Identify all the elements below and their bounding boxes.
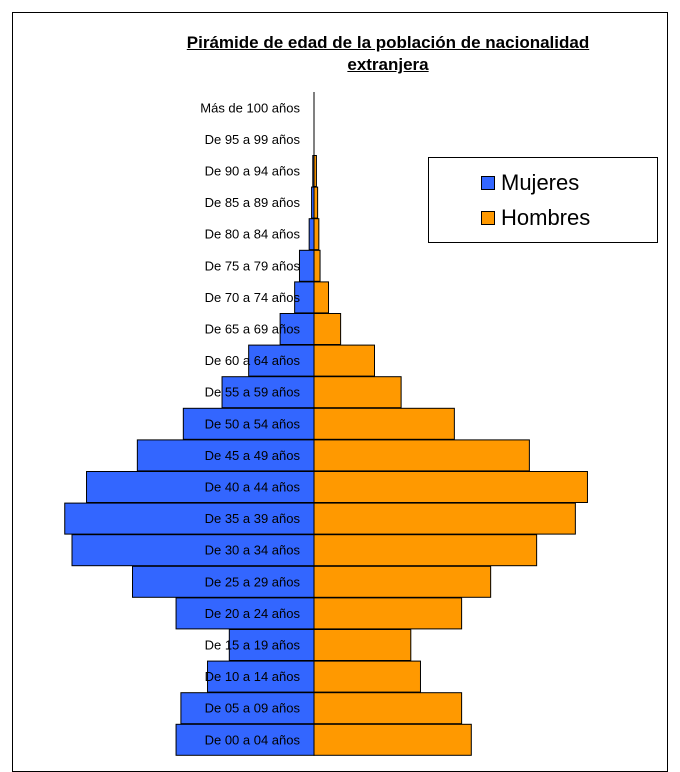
category-label-de-60-a-64-a-os: De 60 a 64 años — [205, 353, 301, 368]
legend-swatch-hombres — [481, 211, 495, 225]
category-label-de-90-a-94-a-os: De 90 a 94 años — [205, 164, 301, 179]
bar-hombres-de-75-a-79-a-os — [313, 249, 321, 282]
bar-mujeres-de-05-a-09-a-os — [180, 692, 315, 725]
category-label-de-15-a-19-a-os: De 15 a 19 años — [205, 638, 301, 653]
bar-hombres-de-35-a-39-a-os — [313, 502, 576, 535]
bar-hombres-de-05-a-09-a-os — [313, 692, 463, 725]
bar-mujeres-de-75-a-79-a-os — [298, 249, 315, 282]
bar-mujeres-de-35-a-39-a-os — [64, 502, 315, 535]
bar-hombres-de-45-a-49-a-os — [313, 439, 530, 472]
bar-hombres-de-85-a-89-a-os — [313, 186, 319, 219]
category-label-de-65-a-69-a-os: De 65 a 69 años — [205, 322, 301, 337]
bar-hombres-de-15-a-19-a-os — [313, 629, 412, 661]
category-label-de-10-a-14-a-os: De 10 a 14 años — [205, 669, 301, 684]
bar-hombres-de-20-a-24-a-os — [313, 597, 463, 630]
chart-title-line-1: Pirámide de edad de la población de naci… — [186, 33, 590, 52]
bar-mujeres-de-65-a-69-a-os — [279, 313, 315, 345]
bar-hombres-de-60-a-64-a-os — [313, 344, 375, 377]
bars — [64, 155, 588, 756]
category-label-de-45-a-49-a-os: De 45 a 49 años — [205, 448, 301, 463]
bar-hombres-de-55-a-59-a-os — [313, 376, 402, 409]
pyramid-chart: Más de 100 años De 95 a 99 años De 90 a 94… — [64, 92, 588, 756]
category-labels: Más de 100 años De 95 a 99 años De 90 a 94… — [200, 100, 300, 747]
category-label-de-30-a-34-a-os: De 30 a 34 años — [205, 543, 301, 558]
legend-label-mujeres: Mujeres — [501, 170, 580, 195]
bar-mujeres-de-60-a-64-a-os — [248, 344, 315, 377]
bar-hombres-de-50-a-54-a-os — [313, 407, 455, 440]
category-label-de-40-a-44-a-os: De 40 a 44 años — [205, 480, 301, 495]
category-label-m-s-de-100-a-os: Más de 100 años — [200, 100, 300, 115]
legend: Mujeres Hombres — [428, 157, 658, 243]
bar-hombres-de-65-a-69-a-os — [313, 313, 342, 345]
bar-mujeres-de-15-a-19-a-os — [228, 629, 315, 661]
bar-mujeres-de-50-a-54-a-os — [182, 407, 315, 440]
category-label-de-05-a-09-a-os: De 05 a 09 años — [205, 701, 301, 716]
bar-hombres-de-10-a-14-a-os — [313, 660, 421, 693]
bar-hombres-de-70-a-74-a-os — [313, 281, 330, 314]
bar-mujeres-de-55-a-59-a-os — [221, 376, 315, 409]
bar-mujeres-de-10-a-14-a-os — [207, 660, 315, 693]
chart-title: Pirámide de edad de la población de naci… — [0, 32, 680, 76]
category-label-de-00-a-04-a-os: De 00 a 04 años — [205, 732, 301, 747]
chart-title-line-2: extranjera — [347, 55, 429, 74]
bar-hombres-de-40-a-44-a-os — [313, 471, 588, 503]
category-label-de-55-a-59-a-os: De 55 a 59 años — [205, 385, 301, 400]
bar-mujeres-de-25-a-29-a-os — [132, 565, 315, 598]
legend-item-hombres: Hombres — [481, 203, 590, 233]
category-label-de-20-a-24-a-os: De 20 a 24 años — [205, 606, 301, 621]
bar-mujeres-de-80-a-84-a-os — [308, 218, 315, 251]
category-label-de-50-a-54-a-os: De 50 a 54 años — [205, 416, 301, 431]
bar-hombres-de-80-a-84-a-os — [313, 218, 320, 251]
category-label-de-95-a-99-a-os: De 95 a 99 años — [205, 132, 301, 147]
category-label-de-25-a-29-a-os: De 25 a 29 años — [205, 574, 301, 589]
category-label-de-70-a-74-a-os: De 70 a 74 años — [205, 290, 301, 305]
category-label-de-85-a-89-a-os: De 85 a 89 años — [205, 195, 301, 210]
category-label-de-75-a-79-a-os: De 75 a 79 años — [205, 258, 301, 273]
legend-swatch-mujeres — [481, 176, 495, 190]
legend-item-mujeres: Mujeres — [481, 168, 579, 198]
legend-label-hombres: Hombres — [501, 205, 591, 230]
bar-hombres-de-25-a-29-a-os — [313, 565, 492, 598]
category-label-de-35-a-39-a-os: De 35 a 39 años — [205, 511, 301, 526]
bar-hombres-de-30-a-34-a-os — [313, 534, 538, 567]
bar-mujeres-de-00-a-04-a-os — [175, 723, 315, 756]
category-label-de-80-a-84-a-os: De 80 a 84 años — [205, 227, 301, 242]
bar-hombres-de-00-a-04-a-os — [313, 723, 472, 756]
